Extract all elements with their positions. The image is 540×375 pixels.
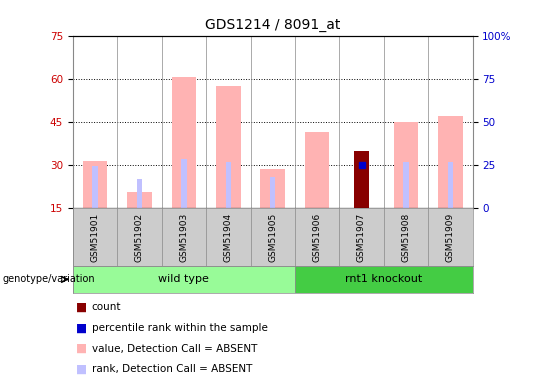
Bar: [216, 86, 240, 208]
Text: GSM51903: GSM51903: [179, 213, 188, 262]
Text: GSM51909: GSM51909: [446, 213, 455, 262]
Bar: [295, 266, 472, 292]
Bar: [270, 177, 275, 208]
Bar: [73, 266, 295, 292]
Text: GSM51906: GSM51906: [313, 213, 322, 262]
Bar: [181, 159, 186, 208]
Bar: [448, 162, 453, 208]
Bar: [83, 160, 107, 208]
Bar: [127, 192, 152, 208]
Text: percentile rank within the sample: percentile rank within the sample: [92, 323, 268, 333]
Text: GSM51902: GSM51902: [135, 213, 144, 262]
Bar: [403, 162, 409, 208]
Text: ■: ■: [76, 322, 87, 334]
Text: GSM51908: GSM51908: [401, 213, 410, 262]
Text: count: count: [92, 303, 122, 312]
Text: GSM51901: GSM51901: [91, 213, 99, 262]
Bar: [260, 170, 285, 208]
Bar: [137, 179, 142, 208]
Bar: [226, 162, 231, 208]
Bar: [354, 151, 369, 208]
Title: GDS1214 / 8091_at: GDS1214 / 8091_at: [205, 18, 340, 32]
Text: ■: ■: [76, 342, 87, 355]
Bar: [394, 122, 418, 208]
Text: rank, Detection Call = ABSENT: rank, Detection Call = ABSENT: [92, 364, 252, 374]
Bar: [305, 132, 329, 208]
Text: GSM51905: GSM51905: [268, 213, 277, 262]
Text: genotype/variation: genotype/variation: [3, 274, 96, 284]
Text: ■: ■: [76, 301, 87, 314]
Bar: [172, 77, 196, 208]
Text: wild type: wild type: [158, 274, 210, 284]
Text: ■: ■: [76, 363, 87, 375]
Bar: [438, 116, 462, 208]
Bar: [92, 166, 98, 208]
Text: value, Detection Call = ABSENT: value, Detection Call = ABSENT: [92, 344, 257, 354]
Text: rnt1 knockout: rnt1 knockout: [345, 274, 422, 284]
Text: GSM51907: GSM51907: [357, 213, 366, 262]
Text: GSM51904: GSM51904: [224, 213, 233, 262]
